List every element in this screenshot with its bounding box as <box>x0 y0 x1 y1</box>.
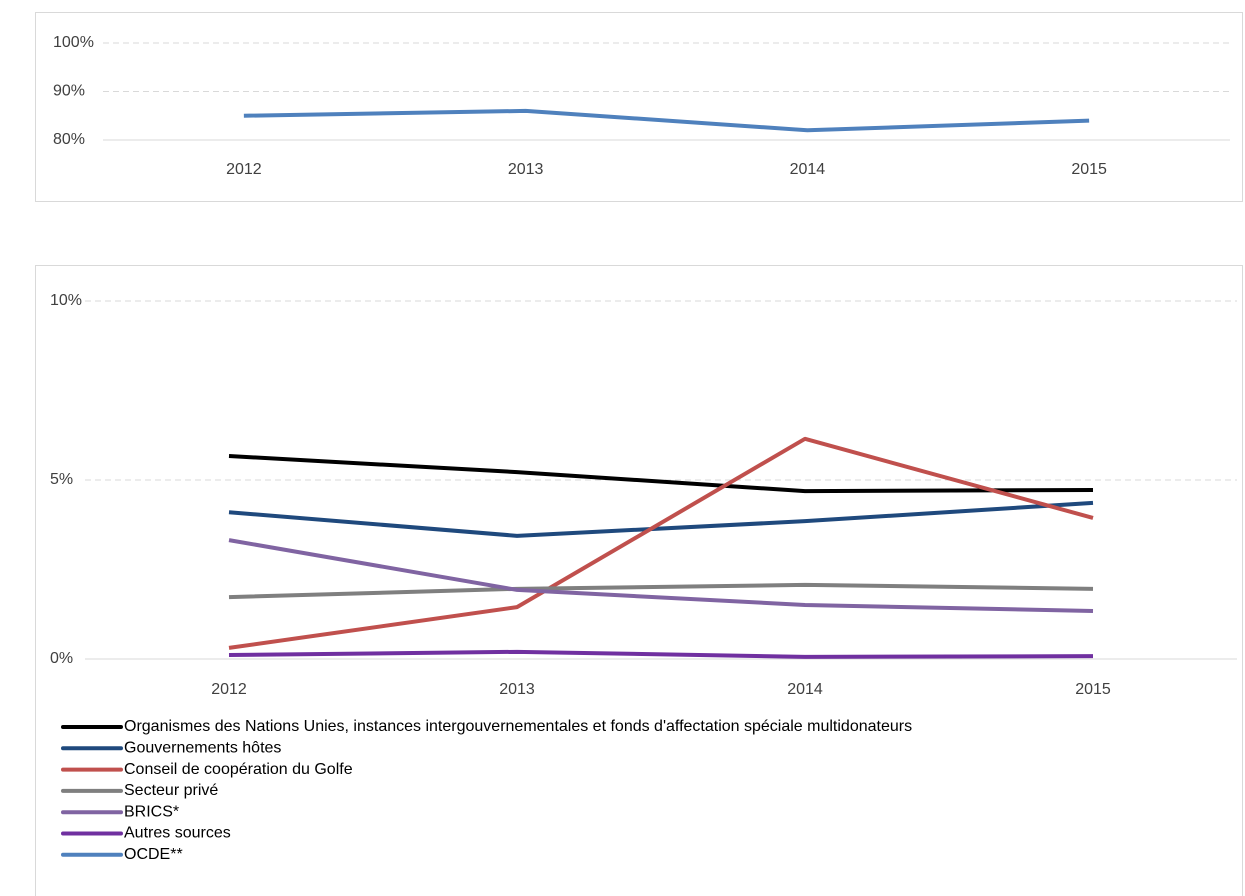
series-line <box>228 436 1094 650</box>
y-tick-label: 100% <box>53 34 94 51</box>
chart-frame <box>35 12 1243 202</box>
legend-label: BRICS* <box>124 803 179 820</box>
y-tick-label: 90% <box>53 83 85 100</box>
y-tick-label: 10% <box>50 292 82 309</box>
legend-label: OCDE** <box>124 846 183 863</box>
series-line <box>228 582 1094 600</box>
chart-frame <box>35 265 1243 896</box>
legend-label: Conseil de coopération du Golfe <box>124 761 353 778</box>
legend-label: Secteur privé <box>124 782 218 799</box>
y-tick-label: 0% <box>50 650 73 667</box>
x-tick-label: 2012 <box>226 161 262 178</box>
x-tick-label: 2014 <box>790 161 826 178</box>
series-line <box>243 108 1090 133</box>
x-tick-label: 2015 <box>1071 161 1107 178</box>
legend-label: Organismes des Nations Unies, instances … <box>124 718 912 735</box>
x-tick-label: 2014 <box>787 681 823 698</box>
y-tick-label: 80% <box>53 131 85 148</box>
x-tick-label: 2013 <box>508 161 544 178</box>
x-tick-label: 2013 <box>499 681 535 698</box>
legend-label: Gouvernements hôtes <box>124 740 281 757</box>
x-tick-label: 2015 <box>1075 681 1111 698</box>
series-line <box>228 500 1094 538</box>
series-line <box>228 649 1094 659</box>
series-line <box>228 454 1094 494</box>
series-line <box>228 538 1094 614</box>
legend-label: Autres sources <box>124 825 231 842</box>
x-tick-label: 2012 <box>211 681 247 698</box>
y-tick-label: 5% <box>50 471 73 488</box>
